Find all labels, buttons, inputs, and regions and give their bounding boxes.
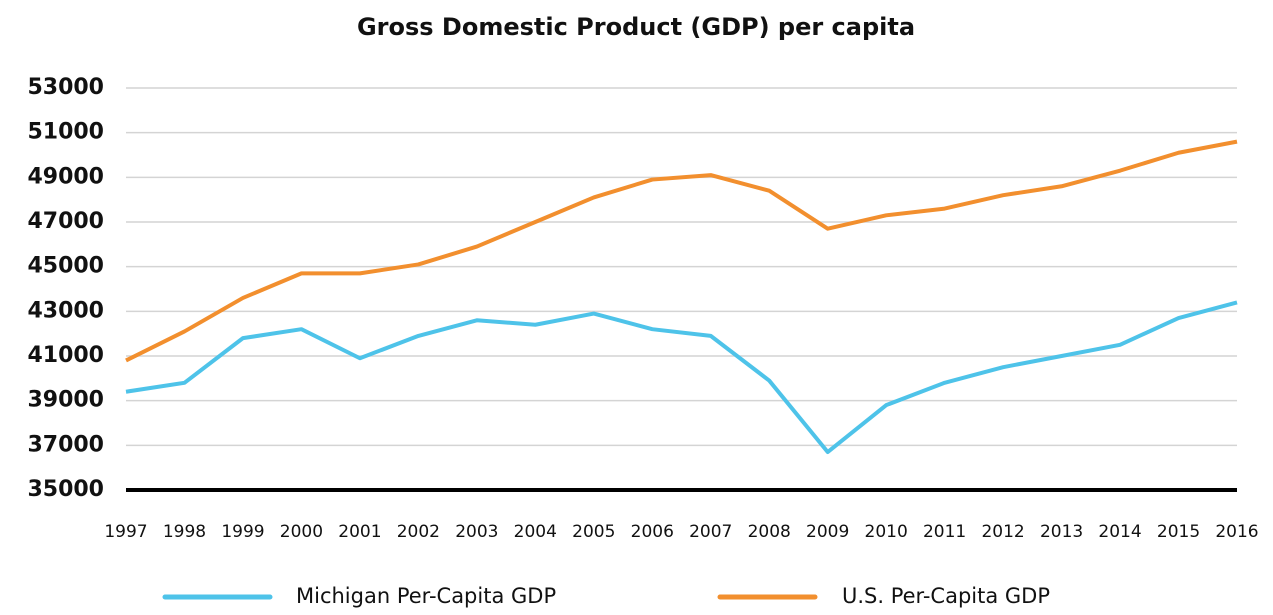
x-tick-label: 2004	[514, 522, 557, 542]
x-tick-label: 2006	[631, 522, 674, 542]
series-line	[125, 300, 1238, 455]
x-tick-label: 2015	[1157, 522, 1200, 542]
x-tick-label: 1997	[104, 522, 147, 542]
y-tick-label: 51000	[27, 120, 104, 145]
chart-title: Gross Domestic Product (GDP) per capita	[357, 13, 915, 41]
x-tick-label: 2012	[981, 522, 1024, 542]
x-tick-label: 2013	[1040, 522, 1083, 542]
y-tick-label: 37000	[27, 432, 104, 457]
y-tick-label: 43000	[27, 298, 104, 323]
x-tick-label: 1998	[163, 522, 206, 542]
x-tick-label: 2002	[397, 522, 440, 542]
x-tick-label: 2007	[689, 522, 732, 542]
legend-label: U.S. Per-Capita GDP	[842, 584, 1050, 608]
x-tick-label: 2010	[865, 522, 908, 542]
y-tick-label: 39000	[27, 388, 104, 413]
y-tick-label: 45000	[27, 254, 104, 279]
y-tick-label: 35000	[27, 477, 104, 502]
x-tick-label: 2000	[280, 522, 323, 542]
x-tick-label: 2009	[806, 522, 849, 542]
y-tick-label: 41000	[27, 343, 104, 368]
x-tick-label: 2003	[455, 522, 498, 542]
series-line	[125, 139, 1238, 363]
x-tick-label: 2008	[748, 522, 791, 542]
y-tick-label: 53000	[27, 75, 104, 100]
y-tick-label: 49000	[27, 164, 104, 189]
x-tick-label: 2005	[572, 522, 615, 542]
x-tick-label: 2014	[1098, 522, 1141, 542]
y-tick-label: 47000	[27, 209, 104, 234]
x-tick-label: 1999	[221, 522, 264, 542]
x-tick-label: 2016	[1215, 522, 1258, 542]
x-tick-label: 2001	[338, 522, 381, 542]
x-tick-label: 2011	[923, 522, 966, 542]
legend-label: Michigan Per-Capita GDP	[296, 584, 556, 608]
